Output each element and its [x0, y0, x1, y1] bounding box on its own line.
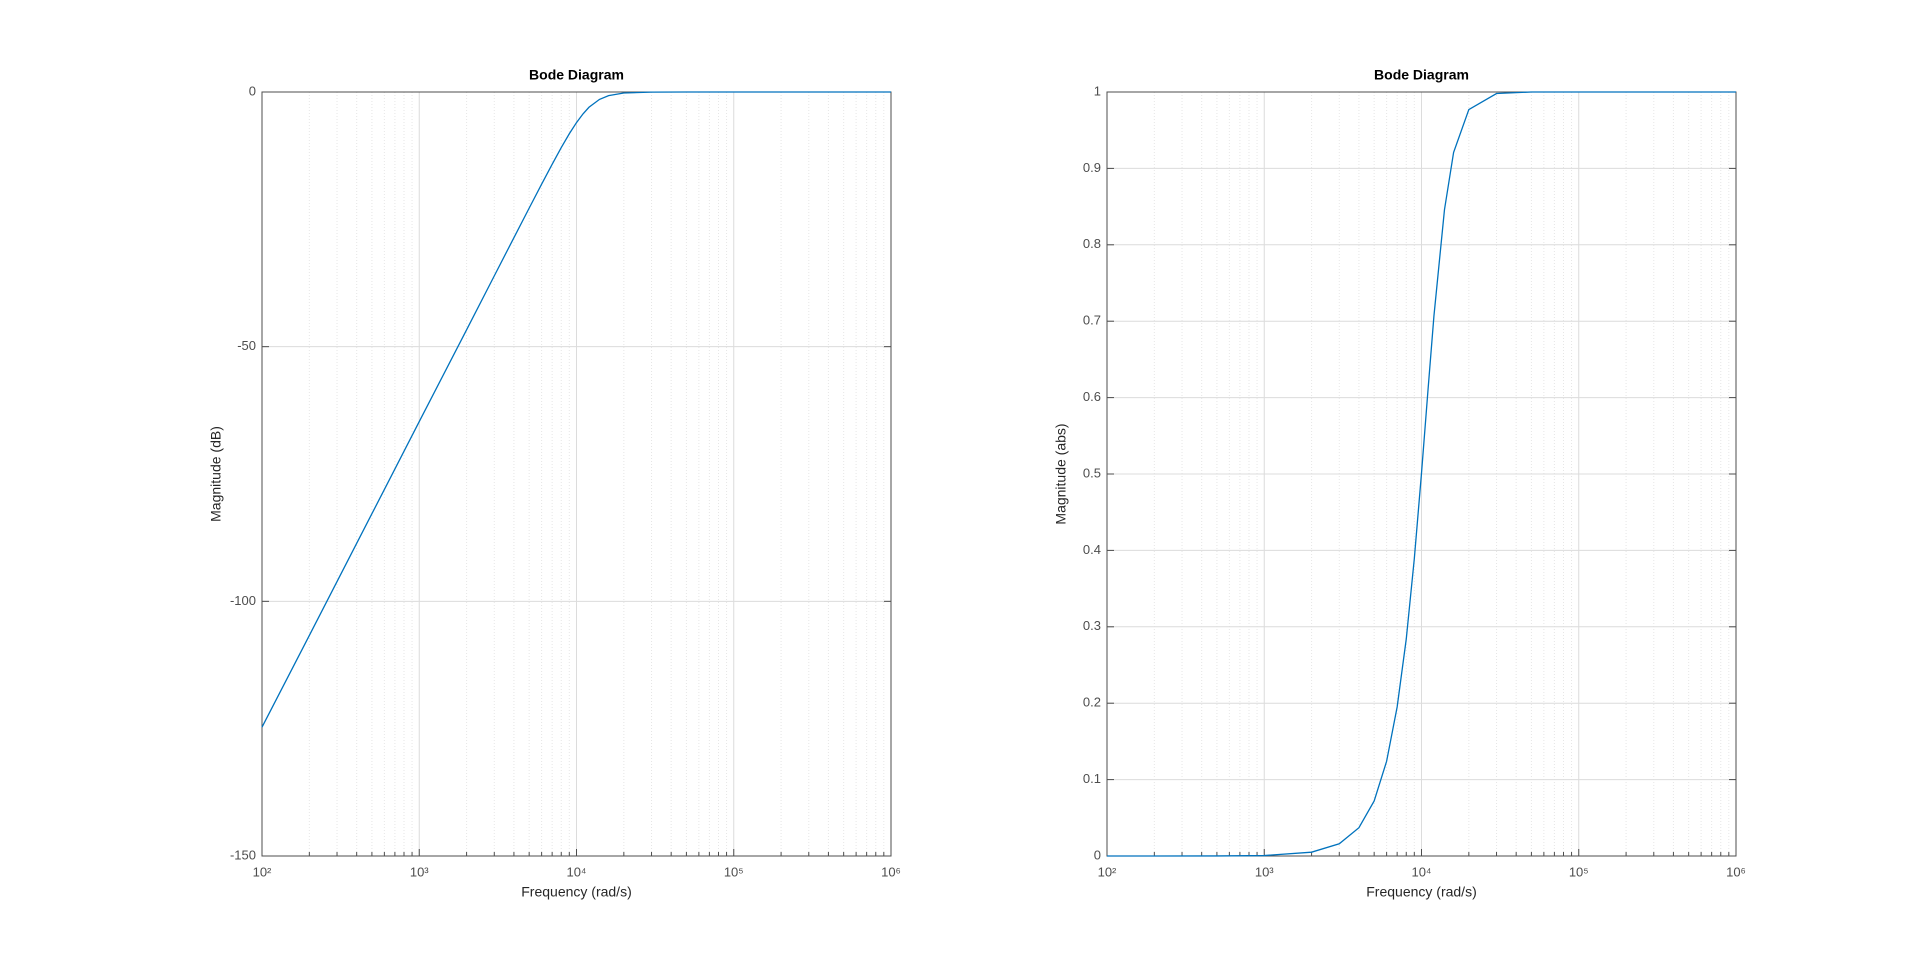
y-tick-label: 0.5 [1083, 465, 1101, 480]
y-tick-label: 0.2 [1083, 695, 1101, 710]
y-tick-label: -100 [230, 593, 256, 608]
chart-title: Bode Diagram [1374, 67, 1469, 83]
y-axis-label: Magnitude (dB) [208, 426, 224, 522]
x-tick-label: 10⁶ [881, 864, 901, 879]
y-tick-label: 0.4 [1083, 542, 1101, 557]
x-tick-label: 10⁵ [1569, 864, 1589, 879]
x-axis-label: Frequency (rad/s) [1366, 884, 1476, 900]
y-tick-label: 0.1 [1083, 771, 1101, 786]
y-axis-label: Magnitude (abs) [1053, 423, 1069, 524]
y-tick-label: 1 [1094, 83, 1101, 98]
x-tick-label: 10⁶ [1726, 864, 1746, 879]
y-tick-label: 0 [249, 83, 256, 98]
y-tick-label: 0.6 [1083, 389, 1101, 404]
chart-title: Bode Diagram [529, 67, 624, 83]
x-axis-label: Frequency (rad/s) [521, 884, 631, 900]
y-tick-label: -150 [230, 847, 256, 862]
x-tick-label: 10³ [410, 864, 429, 879]
x-tick-label: 10² [253, 864, 272, 879]
x-tick-label: 10³ [1255, 864, 1274, 879]
y-tick-label: 0 [1094, 847, 1101, 862]
axes-box [261, 91, 892, 857]
y-tick-label: 0.8 [1083, 236, 1101, 251]
x-tick-label: 10⁴ [566, 864, 586, 879]
axes-box [1106, 91, 1737, 857]
line [1107, 91, 1736, 857]
y-tick-label: 0.7 [1083, 313, 1101, 328]
x-tick-label: 10² [1098, 864, 1117, 879]
x-tick-label: 10⁴ [1411, 864, 1431, 879]
y-tick-label: 0.9 [1083, 160, 1101, 175]
x-tick-label: 10⁵ [724, 864, 744, 879]
y-tick-label: 0.3 [1083, 618, 1101, 633]
line [261, 91, 891, 728]
y-tick-label: -50 [237, 338, 256, 353]
